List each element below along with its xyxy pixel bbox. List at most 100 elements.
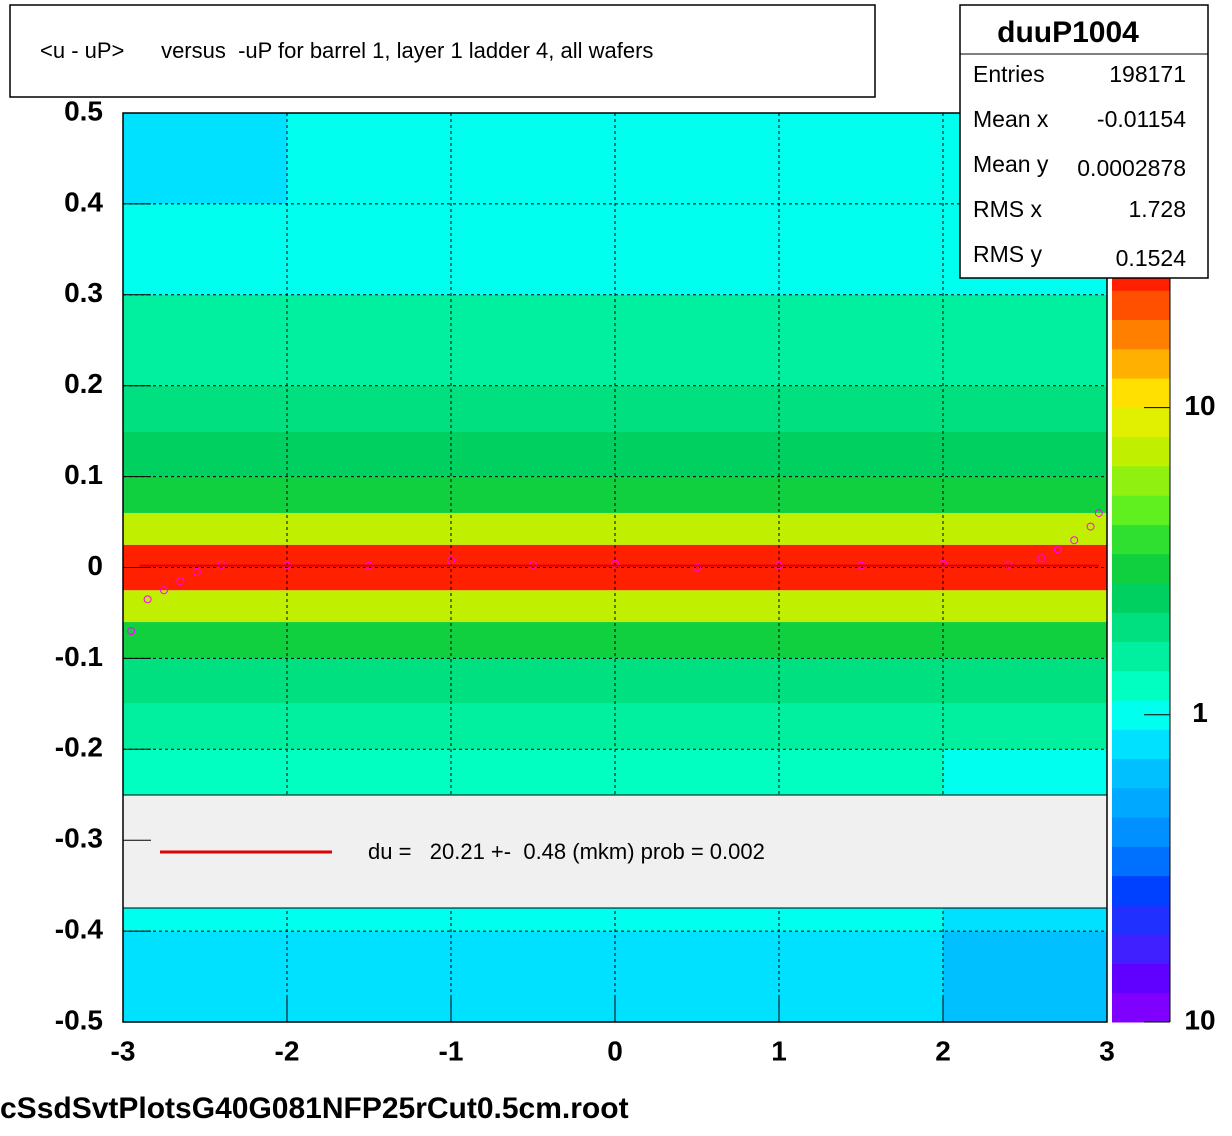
- heat-cell: [123, 590, 287, 623]
- x-tick-label: 2: [935, 1035, 951, 1066]
- stats-label: RMS y: [973, 241, 1043, 267]
- heat-cell: [123, 512, 287, 545]
- heat-cell: [451, 294, 615, 386]
- heat-cell: [615, 203, 779, 295]
- heat-cell: [615, 931, 779, 1022]
- y-tick-label: 0.5: [64, 95, 103, 126]
- colorbar-cell: [1112, 846, 1170, 877]
- heat-cell: [615, 622, 779, 659]
- profile-point: [1037, 554, 1046, 563]
- heat-cell: [779, 622, 943, 659]
- heat-cell: [943, 749, 1107, 795]
- stats-box: duuP1004 Entries 198171 Mean x -0.01154 Mean…: [959, 4, 1209, 279]
- heat-cell: [615, 294, 779, 386]
- colorbar-cell: [1112, 934, 1170, 964]
- x-tick-label: 3: [1099, 1035, 1115, 1066]
- heat-cell: [615, 476, 779, 513]
- stats-value: 198171: [1109, 61, 1186, 87]
- x-tick-label: 0: [607, 1035, 623, 1066]
- profile-point: [1086, 522, 1095, 531]
- heat-cell: [123, 658, 287, 704]
- y-tick-label: -0.4: [55, 913, 104, 944]
- profile-point: [693, 563, 701, 572]
- colorbar-cell: [1112, 348, 1170, 379]
- heat-cell: [779, 658, 943, 704]
- stats-label: RMS x: [973, 196, 1043, 222]
- profile-point: [192, 568, 201, 577]
- heat-cell: [451, 385, 615, 432]
- heat-cell: [779, 113, 943, 204]
- heat-cell: [779, 703, 943, 750]
- y-tick-label: -0.3: [55, 823, 103, 854]
- heat-cell: [287, 385, 451, 432]
- colorbar-cell: [1112, 992, 1170, 1023]
- heat-cell: [451, 749, 615, 795]
- heat-cell: [451, 431, 615, 477]
- x-tick-label: -1: [439, 1035, 464, 1066]
- profile-point: [127, 627, 136, 636]
- heat-cell: [287, 622, 451, 659]
- heat-cell: [451, 476, 615, 513]
- title-box: [9, 4, 876, 98]
- y-tick-label: 0.4: [64, 186, 103, 217]
- heat-cell: [943, 658, 1107, 704]
- heat-cell: [779, 512, 943, 545]
- heat-cell: [287, 476, 451, 513]
- y-tick-label: 0.1: [64, 459, 103, 490]
- colorbar-cell: [1112, 319, 1170, 350]
- x-tick-label: 1: [771, 1035, 787, 1066]
- heat-cell: [451, 931, 615, 1022]
- colorbar-cell: [1112, 553, 1170, 584]
- heat-cell: [779, 431, 943, 477]
- chart-title: <u - uP> versus -uP for barrel 1, layer …: [40, 38, 653, 63]
- profile-point: [447, 556, 455, 565]
- heat-cell: [287, 431, 451, 477]
- heat-cell: [451, 512, 615, 545]
- y-tick-label: -0.2: [55, 732, 103, 763]
- stats-label: Mean x: [973, 106, 1049, 132]
- x-tick-label: -3: [111, 1035, 136, 1066]
- heat-cell: [287, 203, 451, 295]
- colorbar-cell: [1112, 758, 1170, 789]
- profile-point: [1094, 508, 1103, 517]
- heat-cell: [943, 431, 1107, 477]
- footer: cSsdSvtPlotsG40G081NFP25rCut0.5cm.root: [0, 1092, 629, 1125]
- heat-cell: [779, 590, 943, 623]
- heat-cell: [615, 703, 779, 750]
- colorbar-cell: [1112, 290, 1170, 321]
- z-tick-label: 10: [1184, 1004, 1215, 1035]
- heat-cell: [451, 203, 615, 295]
- heat-cell: [123, 431, 287, 477]
- heat-cell: [779, 931, 943, 1022]
- stats-title: duuP1004: [997, 16, 1139, 49]
- heat-cell: [287, 931, 451, 1022]
- heat-cell: [287, 703, 451, 750]
- heat-cell: [615, 385, 779, 432]
- heat-cell: [451, 622, 615, 659]
- profile-point: [143, 595, 152, 604]
- x-tick-label: -2: [275, 1035, 300, 1066]
- colorbar-cell: [1112, 787, 1170, 818]
- heat-cell: [615, 658, 779, 704]
- heat-cell: [779, 385, 943, 432]
- y-tick-label: 0.2: [64, 368, 103, 399]
- heat-cell: [123, 113, 287, 204]
- y-tick-label: 0: [87, 550, 103, 581]
- legend-text: du = 20.21 +- 0.48 (mkm) prob = 0.002: [368, 839, 765, 864]
- heat-cell: [779, 203, 943, 295]
- colorbar-cell: [1112, 612, 1170, 642]
- colorbar-cell: [1112, 582, 1170, 613]
- colorbar-cell: [1112, 436, 1170, 467]
- profile-point: [1053, 545, 1062, 554]
- heat-cell: [451, 658, 615, 704]
- z-tick-label: 1: [1192, 697, 1208, 728]
- heat-cell: [123, 385, 287, 432]
- colorbar-cell: [1112, 904, 1170, 935]
- stats-frame: [959, 4, 1209, 279]
- heat-cell: [943, 622, 1107, 659]
- colorbar-cell: [1112, 378, 1170, 408]
- heat-cell: [287, 113, 451, 204]
- heat-cell: [123, 622, 287, 659]
